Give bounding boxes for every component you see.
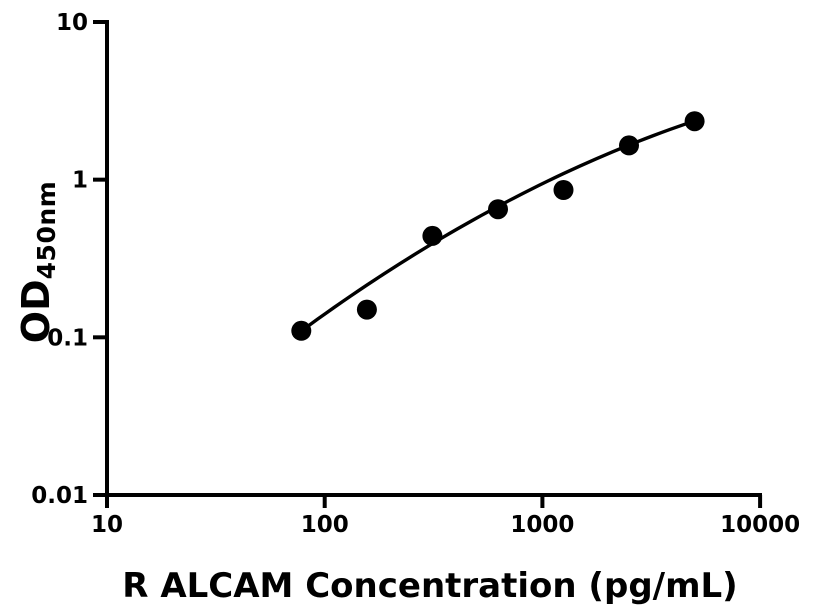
y-axis-title-subscript: 450nm bbox=[32, 180, 61, 280]
y-axis-title-main: OD bbox=[14, 279, 58, 344]
data-point bbox=[422, 225, 443, 246]
y-axis-title: OD450nm bbox=[14, 180, 61, 344]
data-point bbox=[356, 299, 377, 320]
y-tick-label: 0.1 bbox=[47, 325, 88, 351]
y-tick-label: 10 bbox=[56, 10, 88, 36]
data-point bbox=[619, 135, 639, 156]
x-axis-title: R ALCAM Concentration (pg/mL) bbox=[122, 566, 738, 606]
x-tick-label: 10000 bbox=[720, 512, 800, 538]
x-tick-label: 10 bbox=[91, 512, 123, 538]
data-point bbox=[553, 180, 574, 200]
y-tick-label: 0.01 bbox=[31, 483, 88, 509]
y-tick-label: 1 bbox=[72, 168, 88, 194]
data-point bbox=[488, 199, 508, 220]
data-point bbox=[291, 320, 312, 341]
x-tick-label: 1000 bbox=[510, 512, 574, 538]
x-tick-label: 100 bbox=[301, 512, 349, 538]
data-point bbox=[684, 111, 705, 132]
